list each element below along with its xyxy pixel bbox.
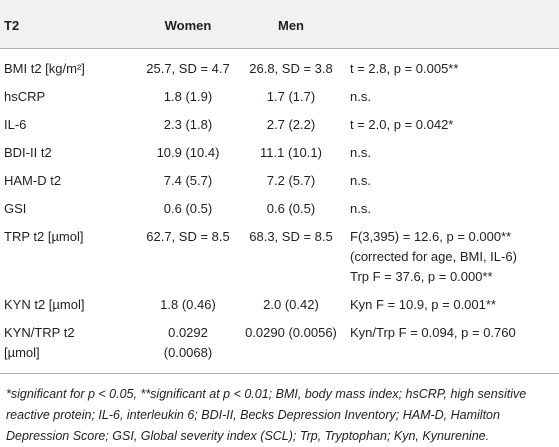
- table-cell: 0.0292 (0.0068): [140, 319, 236, 374]
- header-cell: [346, 0, 559, 49]
- table-body: BMI t2 [kg/m²] 25.7, SD = 4.7 26.8, SD = 3…: [0, 49, 559, 374]
- table-cell: BMI t2 [kg/m²]: [4, 61, 85, 76]
- table-cell: Kyn/Trp F = 0.094, p = 0.760: [346, 319, 559, 374]
- table-cell: n.s.: [350, 145, 371, 160]
- table-cell: IL-6: [4, 117, 27, 132]
- table-cell: 1.8 (1.9): [163, 89, 213, 104]
- table-cell: 25.7, SD = 4.7: [146, 61, 230, 76]
- table-cell: 7.2 (5.7): [266, 173, 316, 188]
- table-cell: t = 2.0, p = 0.042*: [350, 117, 454, 132]
- header-cell: Men: [236, 0, 346, 49]
- table-cell: 68.3, SD = 8.5: [249, 229, 333, 244]
- cell-line: KYN/TRP t2: [4, 325, 75, 340]
- table-cell: 11.1 (10.1): [260, 145, 322, 160]
- table-cell: 62.7, SD = 8.5: [146, 229, 230, 244]
- table-cell: 1.8 (0.46): [160, 297, 216, 312]
- table-cell: t = 2.8, p = 0.005**: [350, 61, 459, 76]
- table-cell: 26.8, SD = 3.8: [249, 61, 333, 76]
- table-cell: GSI: [4, 201, 27, 216]
- table-row: BMI t2 [kg/m²] 25.7, SD = 4.7 26.8, SD = 3…: [0, 49, 559, 84]
- table-row: KYN/TRP t2 [µmol] 0.0292 (0.0068) 0.0290 (0…: [0, 319, 559, 374]
- cell-line: (corrected for age, BMI, IL-6): [350, 249, 517, 264]
- cell-line: [µmol]: [4, 345, 40, 360]
- table-cell: 2.7 (2.2): [266, 117, 316, 132]
- table-row: IL-6 2.3 (1.8) 2.7 (2.2) t = 2.0, p = 0.042…: [0, 111, 559, 139]
- footnote: *significant for p < 0.05, **significant…: [6, 387, 527, 443]
- table-cell: BDI-II t2: [4, 145, 52, 160]
- table-row: BDI-II t2 10.9 (10.4) 11.1 (10.1) n.s.: [0, 139, 559, 167]
- table-row: hsCRP 1.8 (1.9) 1.7 (1.7) n.s.: [0, 83, 559, 111]
- table-cell: n.s.: [350, 201, 371, 216]
- table-cell: n.s.: [350, 173, 371, 188]
- table-cell: 2.0 (0.42): [263, 297, 319, 312]
- table-cell: 0.6 (0.5): [266, 201, 316, 216]
- table-row: KYN t2 [µmol] 1.8 (0.46) 2.0 (0.42) Kyn F =…: [0, 291, 559, 319]
- table-cell: 10.9 (10.4): [156, 145, 220, 160]
- table-cell: F(3,395) = 12.6, p = 0.000** (corrected f…: [346, 223, 559, 291]
- table-cell: 2.3 (1.8): [163, 117, 213, 132]
- table-row: GSI 0.6 (0.5) 0.6 (0.5) n.s.: [0, 195, 559, 223]
- table-row: HAM-D t2 7.4 (5.7) 7.2 (5.7) n.s.: [0, 167, 559, 195]
- table: T2 Women Men BMI t2 [kg/m²] 25.7, SD = 4.7 2…: [0, 0, 559, 374]
- table-cell: n.s.: [350, 89, 371, 104]
- table-cell: KYN/TRP t2 [µmol]: [0, 319, 140, 374]
- table-cell: Kyn F = 10.9, p = 0.001**: [350, 297, 496, 312]
- table-cell: 7.4 (5.7): [163, 173, 213, 188]
- table-cell: 0.0290 (0.0056): [236, 319, 346, 374]
- table-cell: HAM-D t2: [4, 173, 62, 188]
- table-cell: KYN t2 [µmol]: [4, 297, 85, 312]
- table-cell: TRP t2 [µmol]: [4, 229, 84, 244]
- header-cell: T2: [0, 0, 140, 49]
- header-cell: Women: [140, 0, 236, 49]
- table-cell: 1.7 (1.7): [266, 89, 316, 104]
- cell-line: Trp F = 37.6, p = 0.000**: [350, 269, 493, 284]
- table-row: TRP t2 [µmol] 62.7, SD = 8.5 68.3, SD = 8.…: [0, 223, 559, 291]
- table-cell: 0.6 (0.5): [163, 201, 213, 216]
- cell-line: F(3,395) = 12.6, p = 0.000**: [350, 229, 512, 244]
- table-cell: hsCRP: [4, 89, 46, 104]
- header-row: T2 Women Men: [0, 0, 559, 49]
